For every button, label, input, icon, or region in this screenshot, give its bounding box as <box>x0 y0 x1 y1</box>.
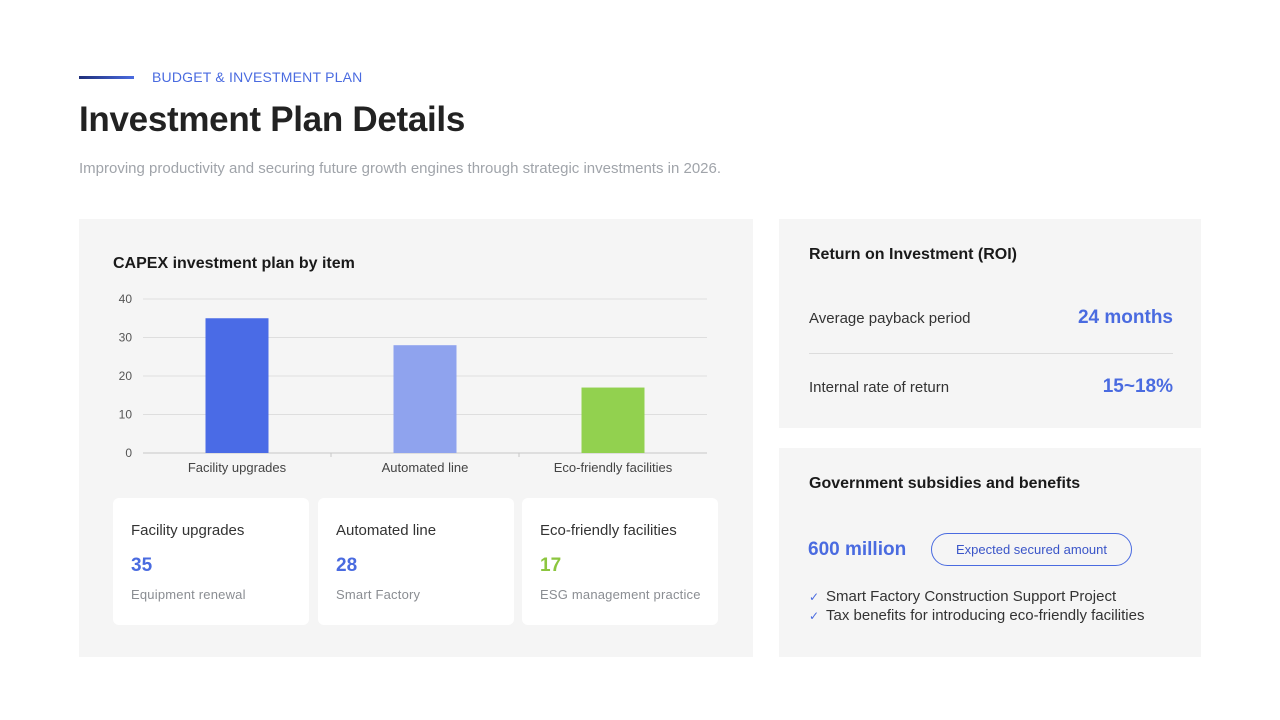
capex-bar-chart: 0 10 20 30 40 Facility upgrades Automated line… <box>119 292 707 475</box>
stat-card-value: 17 <box>540 555 562 576</box>
stat-card-caption: Equipment renewal <box>131 587 246 602</box>
checkmark-icon: ✓ <box>809 608 820 623</box>
x-tick-label: Facility upgrades <box>188 460 287 475</box>
gov-subsidies-panel: Government subsidies and benefits 600 mi… <box>779 448 1201 657</box>
roi-row-irr: Internal rate of return 15~18% <box>809 374 1173 400</box>
capex-chart-panel: CAPEX investment plan by item 0 10 20 30 40 F… <box>79 219 753 657</box>
stat-card-value: 35 <box>131 555 153 576</box>
list-item: ✓ Smart Factory Construction Support Pro… <box>809 587 1145 606</box>
eyebrow-accent-line <box>79 75 134 79</box>
chart-title: CAPEX investment plan by item <box>113 255 355 272</box>
x-tick-label: Eco-friendly facilities <box>554 460 673 475</box>
y-tick-label: 30 <box>119 331 133 345</box>
x-tick-label: Automated line <box>382 460 469 475</box>
roi-value: 24 months <box>1077 307 1173 328</box>
y-tick-label: 20 <box>119 369 133 383</box>
stat-card-facility-upgrades: Facility upgrades 35 Equipment renewal <box>113 498 309 625</box>
roi-label: Internal rate of return <box>809 378 950 396</box>
stat-card-label: Facility upgrades <box>131 522 245 539</box>
stat-card-label: Automated line <box>336 522 437 539</box>
roi-row-payback: Average payback period 24 months <box>809 305 1173 331</box>
roi-value: 15~18% <box>1102 376 1173 397</box>
checkmark-icon: ✓ <box>809 589 820 604</box>
expected-amount-badge: Expected secured amount <box>931 533 1132 566</box>
stat-card-value: 28 <box>336 555 358 576</box>
roi-label: Average payback period <box>809 309 971 327</box>
stat-card-label: Eco-friendly facilities <box>540 522 677 539</box>
gov-title: Government subsidies and benefits <box>809 475 1081 492</box>
roi-title: Return on Investment (ROI) <box>809 246 1018 263</box>
gov-benefits-list: ✓ Smart Factory Construction Support Pro… <box>809 587 1145 625</box>
roi-panel: Return on Investment (ROI) Average payba… <box>779 219 1201 428</box>
bar <box>581 387 645 453</box>
y-tick-label: 10 <box>119 408 133 422</box>
stat-card-automated-line: Automated line 28 Smart Factory <box>318 498 514 625</box>
page-subtitle: Improving productivity and securing futu… <box>79 160 722 177</box>
bar <box>393 345 457 453</box>
gov-amount: 600 million <box>808 539 907 560</box>
stat-card-caption: ESG management practice <box>540 587 701 602</box>
list-item: ✓ Tax benefits for introducing eco-frien… <box>809 606 1145 625</box>
bar <box>205 318 269 453</box>
page-title: Investment Plan Details <box>79 100 466 139</box>
y-tick-label: 0 <box>125 446 132 460</box>
list-item-text: Tax benefits for introducing eco-friendl… <box>826 607 1145 624</box>
eyebrow-label: BUDGET & INVESTMENT PLAN <box>152 69 363 85</box>
stat-card-eco-friendly: Eco-friendly facilities 17 ESG managemen… <box>522 498 718 625</box>
list-item-text: Smart Factory Construction Support Proje… <box>826 588 1117 605</box>
section-eyebrow: BUDGET & INVESTMENT PLAN <box>79 68 362 86</box>
stat-card-caption: Smart Factory <box>336 587 421 602</box>
roi-divider <box>809 353 1173 354</box>
y-tick-label: 40 <box>119 292 133 306</box>
